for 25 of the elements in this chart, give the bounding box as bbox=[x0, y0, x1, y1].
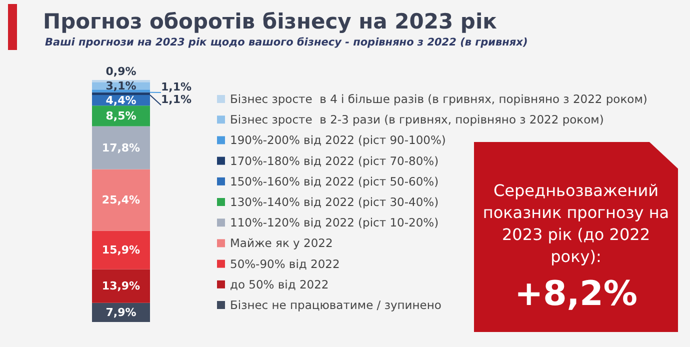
text: Прогноз оборотів бізнесу на 2023 рік bbox=[43, 10, 497, 34]
legend-label: Бізнес зросте в 2-3 рази (в гривнях, порівняно з 2022 роком) bbox=[230, 112, 604, 127]
data-label: 7,9% bbox=[106, 306, 136, 319]
legend-label: до 50% від 2022 bbox=[230, 277, 329, 292]
data-label: 1,1% bbox=[161, 93, 192, 106]
legend-label: 110%-120% від 2022 (ріст 10-20%) bbox=[230, 216, 439, 230]
legend-label: 50%-90% від 2022 bbox=[230, 256, 340, 271]
legend-label: 190%-200% від 2022 (ріст 90-100%) bbox=[230, 133, 446, 148]
legend-label: 130%-140% від 2022 (ріст 30-40%) bbox=[230, 195, 439, 209]
data-label: 4,4% bbox=[106, 94, 136, 107]
data-label: 3,1% bbox=[106, 79, 136, 92]
legend-label: Майже як у 2022 bbox=[230, 236, 333, 250]
legend-label: 170%-180% від 2022 (ріст 70-80%) bbox=[230, 154, 439, 168]
data-label: 8,5% bbox=[106, 109, 136, 122]
text: Ваші прогнози на 2023 рік щодо вашого бізнесу - порівняно з 2022 (в гривнях) bbox=[45, 36, 528, 48]
data-label: 15,9% bbox=[102, 244, 140, 257]
data-label: 0,9% bbox=[106, 65, 136, 78]
summary-card: Середньозважений показник прогнозу на 2023 рік (до 2022 року): +8,2% bbox=[474, 142, 678, 332]
legend-label: 150%-160% від 2022 (ріст 50-60%) bbox=[230, 174, 439, 188]
data-label: 17,8% bbox=[102, 141, 140, 154]
legend-label: Бізнес не працюватиме / зупинено bbox=[230, 298, 442, 312]
legend-label: Бізнес зросте в 4 і більше разів (в гривнях, порівняно з 2022 роком) bbox=[230, 92, 648, 106]
data-label: 13,9% bbox=[102, 280, 140, 293]
data-label: 25,4% bbox=[102, 194, 140, 207]
data-label: 1,1% bbox=[161, 80, 192, 94]
